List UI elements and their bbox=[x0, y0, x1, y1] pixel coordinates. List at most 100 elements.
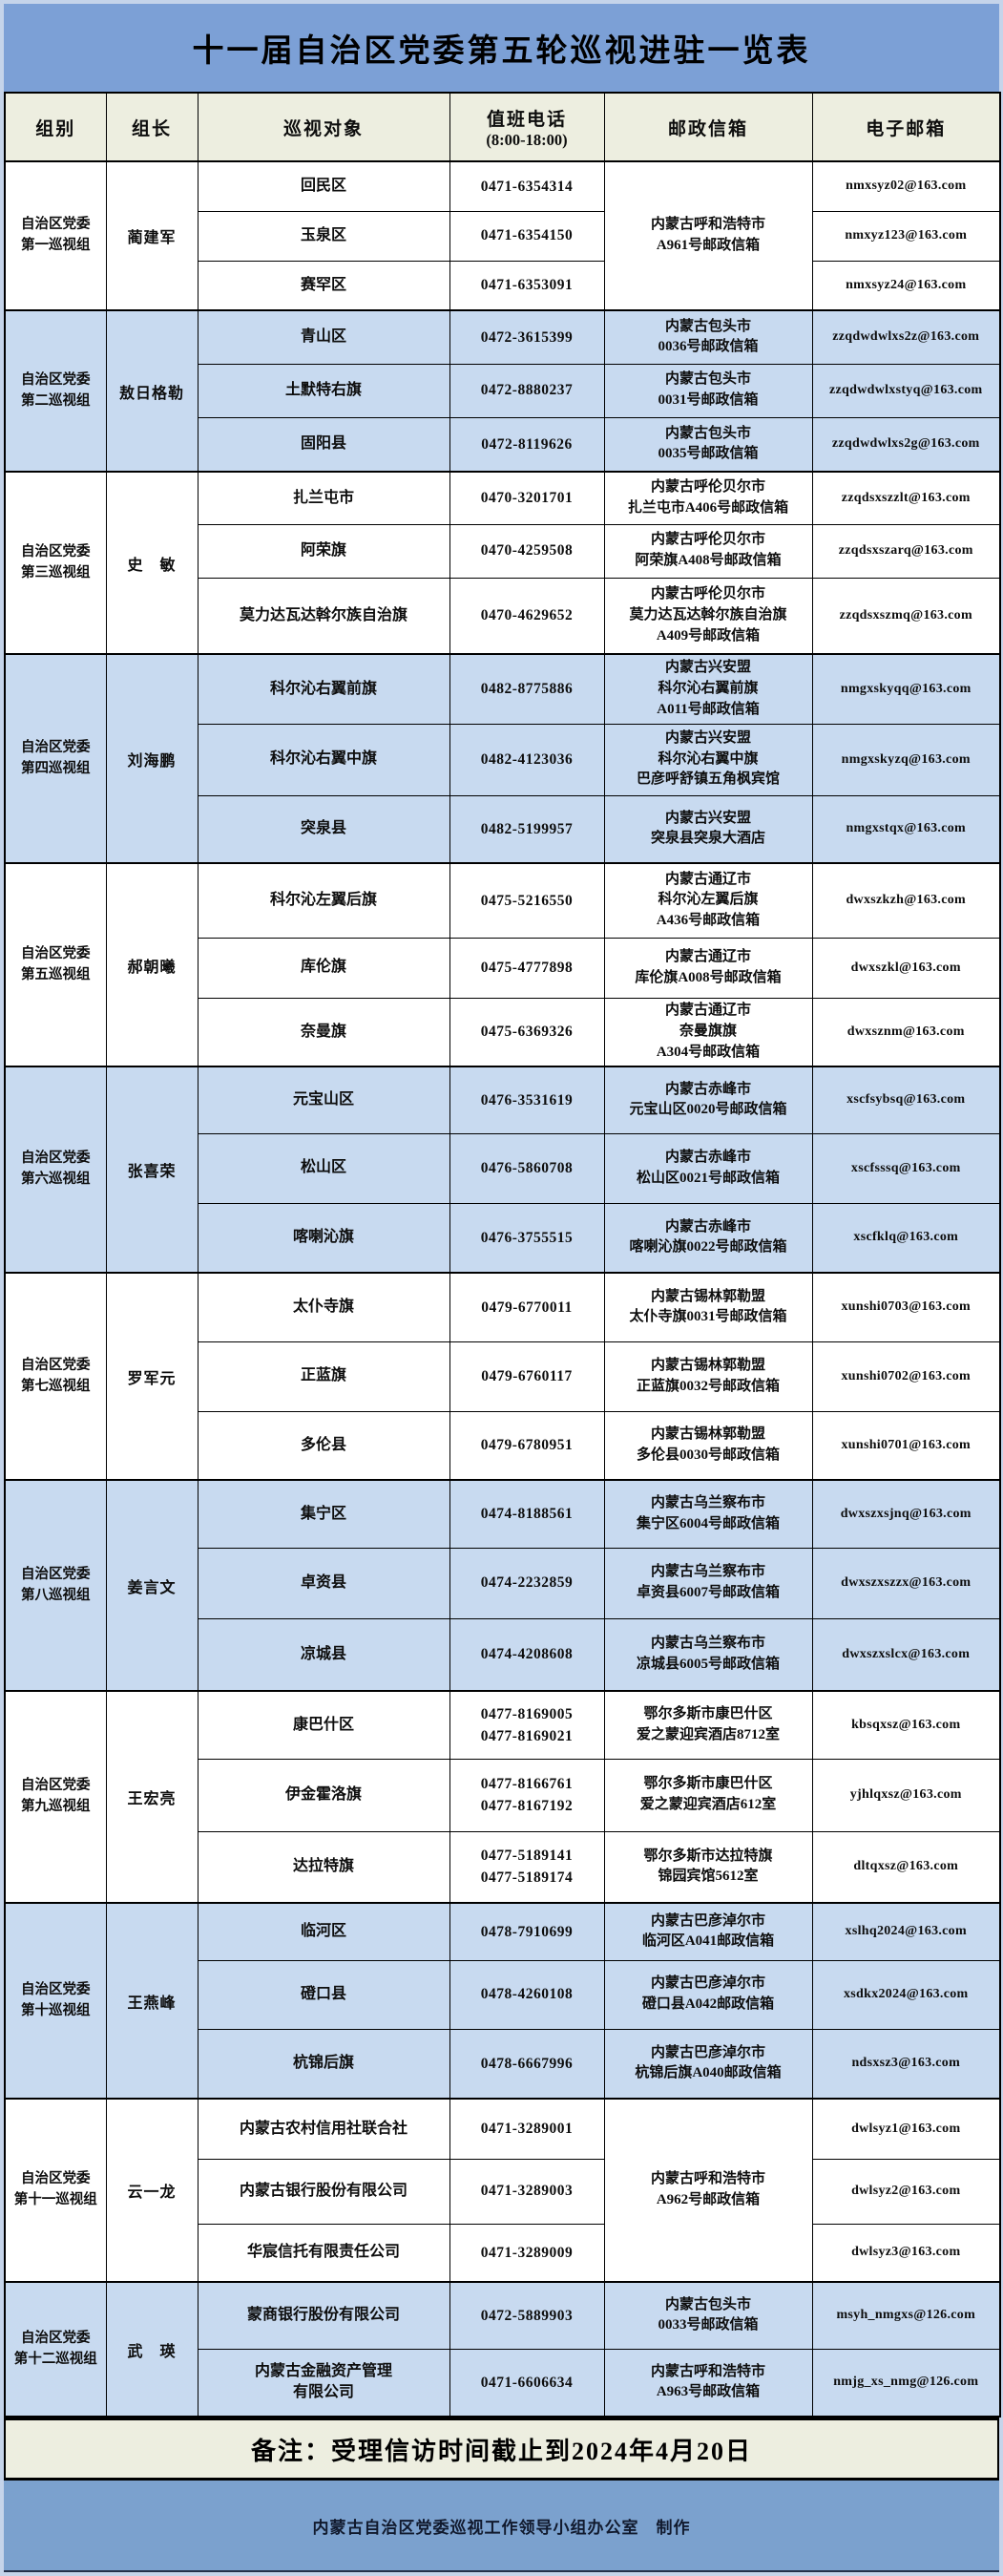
group-cell: 自治区党委 第十一巡视组 bbox=[4, 2098, 107, 2283]
table-body: 自治区党委 第一巡视组 蔺建军 回民区 0471-6354314 内蒙古呼和浩特市 A961… bbox=[4, 160, 1001, 2418]
postal-cell-line: A304号邮政信箱 bbox=[656, 1044, 761, 1060]
target-cell: 内蒙古金融资产管理 有限公司 bbox=[197, 2348, 450, 2418]
phone-cell: 0477-5189141 0477-5189174 bbox=[449, 1830, 605, 1904]
phone-cell-line: 0476-5860708 bbox=[480, 1159, 574, 1176]
target-cell-line: 青山区 bbox=[300, 328, 346, 346]
phone-cell-line: 0476-3531619 bbox=[480, 1091, 574, 1109]
table-row: 凉城县 0474-4208608 内蒙古乌兰察布市 凉城县6005号邮政信箱 dwxsz… bbox=[5, 1617, 1001, 1692]
phone-cell: 0479-6770011 bbox=[449, 1272, 605, 1342]
group-cell-line: 自治区党委 bbox=[21, 1566, 91, 1582]
postal-cell-line: 内蒙古兴安盟 bbox=[664, 810, 751, 826]
phone-cell: 0482-8775886 bbox=[449, 653, 605, 725]
phone-cell: 0479-6780951 bbox=[449, 1410, 605, 1481]
target-cell-line: 太仆寺旗 bbox=[292, 1299, 354, 1316]
email-cell-line: xsdkx2024@163.com bbox=[843, 1987, 969, 2001]
target-cell: 内蒙古农村信用社联合社 bbox=[197, 2098, 450, 2160]
group-cell: 自治区党委 第八巡视组 bbox=[4, 1479, 107, 1692]
phone-cell: 0477-8169005 0477-8169021 bbox=[449, 1690, 605, 1760]
target-cell-line: 伊金霍洛旗 bbox=[284, 1785, 362, 1803]
phone-cell-line: 0475-4777898 bbox=[480, 959, 574, 976]
email-cell: zzqdsxszarq@163.com bbox=[811, 523, 1001, 579]
postal-cell: 内蒙古赤峰市 喀喇沁旗0022号邮政信箱 bbox=[603, 1202, 813, 1274]
target-cell: 内蒙古银行股份有限公司 bbox=[197, 2158, 450, 2225]
email-cell: dwxszkl@163.com bbox=[811, 937, 1001, 999]
target-cell: 回民区 bbox=[197, 160, 450, 212]
target-cell: 太仆寺旗 bbox=[197, 1272, 450, 1342]
group-cell-line: 第三巡视组 bbox=[21, 564, 91, 581]
table-row: 玉泉区 0471-6354150 nmxyz123@163.com bbox=[5, 210, 1001, 262]
postal-cell: 内蒙古锡林郭勒盟 多伦县0030号邮政信箱 bbox=[603, 1410, 813, 1481]
group-cell-line: 第六巡视组 bbox=[21, 1172, 91, 1187]
target-cell: 伊金霍洛旗 bbox=[197, 1758, 450, 1832]
postal-cell-line: A961号邮政信箱 bbox=[656, 238, 761, 253]
target-cell-line: 土默特右旗 bbox=[284, 381, 362, 398]
postal-cell: 内蒙古巴彦淖尔市 临河区A041邮政信箱 bbox=[603, 1902, 813, 1961]
footer-credit: 内蒙古自治区党委巡视工作领导小组办公室 制作 bbox=[4, 2481, 999, 2572]
email-cell: nmgxstqx@163.com bbox=[811, 794, 1001, 864]
table-row: 自治区党委 第八巡视组 姜言文 集宁区 0474-8188561 内蒙古乌兰察布市 集宁区6… bbox=[4, 1479, 1001, 1692]
email-cell-line: nmgxskyzq@163.com bbox=[841, 751, 971, 767]
email-cell: xunshi0703@163.com bbox=[811, 1272, 1001, 1342]
email-cell-line: nmgxskyqq@163.com bbox=[840, 681, 972, 696]
postal-cell-line: 锦园宾馆5612室 bbox=[658, 1869, 759, 1885]
group-cell-line: 第十巡视组 bbox=[21, 2002, 91, 2018]
phone-cell: 0472-3615399 bbox=[449, 309, 605, 365]
postal-cell-line: 0035号邮政信箱 bbox=[658, 446, 759, 462]
email-cell: zzqdsxszzlt@163.com bbox=[811, 471, 1001, 525]
table-row: 自治区党委 第七巡视组 罗军元 太仆寺旗 0479-6770011 内蒙古锡林郭勒盟 太仆寺… bbox=[4, 1272, 1001, 1481]
postal-cell-line: 内蒙古乌兰察布市 bbox=[650, 1495, 765, 1510]
group-cell-line: 自治区党委 bbox=[21, 1981, 91, 1997]
postal-cell-line: 内蒙古锡林郭勒盟 bbox=[650, 1357, 765, 1373]
phone-cell: 0478-4260108 bbox=[449, 1959, 605, 2030]
group-cell-line: 自治区党委 bbox=[21, 217, 91, 233]
group-cell-line: 第五巡视组 bbox=[21, 966, 91, 982]
leader-cell-line: 郝朝曦 bbox=[127, 959, 177, 976]
target-cell: 科尔沁右翼前旗 bbox=[197, 653, 450, 725]
postal-cell: 内蒙古赤峰市 元宝山区0020号邮政信箱 bbox=[603, 1066, 813, 1134]
email-cell: kbsqxsz@163.com bbox=[811, 1690, 1001, 1760]
postal-cell-line: 元宝山区0020号邮政信箱 bbox=[629, 1102, 787, 1118]
phone-cell-line: 0472-8119626 bbox=[481, 435, 573, 453]
leader-cell-line: 姜言文 bbox=[127, 1579, 177, 1596]
postal-cell: 内蒙古通辽市 库伦旗A008号邮政信箱 bbox=[603, 937, 813, 999]
target-cell: 科尔沁右翼中旗 bbox=[197, 723, 450, 796]
leader-cell-line: 蔺建军 bbox=[127, 230, 177, 246]
postal-cell-line: 内蒙古包头市 bbox=[664, 318, 751, 334]
table-row: 自治区党委 第九巡视组 王宏亮 康巴什区 0477-8169005 0477-816902… bbox=[4, 1690, 1001, 1904]
col-header-target: 巡视对象 bbox=[197, 92, 450, 162]
target-cell: 扎兰屯市 bbox=[197, 471, 450, 525]
target-cell-line: 科尔沁右翼前旗 bbox=[269, 680, 377, 697]
group-cell-line: 自治区党委 bbox=[21, 2330, 91, 2346]
email-cell-line: dwxsznm@163.com bbox=[846, 1024, 965, 1039]
leader-cell: 敖日格勒 bbox=[105, 309, 199, 473]
phone-cell: 0475-5216550 bbox=[449, 862, 605, 939]
postal-cell-line: 凉城县6005号邮政信箱 bbox=[636, 1656, 780, 1672]
phone-cell-line: 0471-6354314 bbox=[480, 178, 574, 195]
target-cell: 磴口县 bbox=[197, 1959, 450, 2030]
phone-cell: 0476-3755515 bbox=[449, 1202, 605, 1274]
table-row: 内蒙古银行股份有限公司 0471-3289003 dwlsyz2@163.com bbox=[5, 2158, 1001, 2225]
table-row: 伊金霍洛旗 0477-8166761 0477-8167192 鄂尔多斯市康巴什区 爱之… bbox=[5, 1758, 1001, 1832]
email-cell: msyh_nmgxs@126.com bbox=[811, 2281, 1001, 2350]
postal-cell-line: 内蒙古兴安盟 bbox=[664, 729, 751, 746]
table-row: 杭锦后旗 0478-6667996 内蒙古巴彦淖尔市 杭锦后旗A040邮政信箱 ndsx… bbox=[5, 2028, 1001, 2100]
phone-cell-line: 0482-5199957 bbox=[480, 820, 574, 837]
phone-cell-line: 0471-3289009 bbox=[480, 2244, 574, 2261]
email-cell-line: kbsqxsz@163.com bbox=[851, 1717, 961, 1732]
email-cell-line: ndsxsz3@163.com bbox=[851, 2056, 961, 2071]
phone-cell-line: 0475-6369326 bbox=[480, 1024, 574, 1041]
phone-cell: 0475-6369326 bbox=[449, 997, 605, 1067]
group-cell-line: 自治区党委 bbox=[21, 945, 91, 961]
group-cell: 自治区党委第五巡视组 bbox=[4, 862, 107, 1067]
leader-cell: 刘海鹏 bbox=[105, 653, 199, 864]
target-cell-line: 杭锦后旗 bbox=[292, 2055, 354, 2072]
group-cell: 自治区党委 第六巡视组 bbox=[4, 1066, 107, 1274]
target-cell: 奈曼旗 bbox=[197, 997, 450, 1067]
phone-cell-line: 0470-3201701 bbox=[480, 490, 574, 507]
postal-cell-line: 多伦县0030号邮政信箱 bbox=[636, 1446, 780, 1463]
email-cell: dwxszxsjnq@163.com bbox=[811, 1479, 1001, 1549]
phone-cell: 0471-3289009 bbox=[449, 2223, 605, 2283]
postal-cell-line: 巴彦呼舒镇五角枫宾馆 bbox=[636, 771, 780, 788]
table-row: 固阳县 0472-8119626 内蒙古包头市 0035号邮政信箱 zzqdwdwlxs… bbox=[5, 416, 1001, 473]
